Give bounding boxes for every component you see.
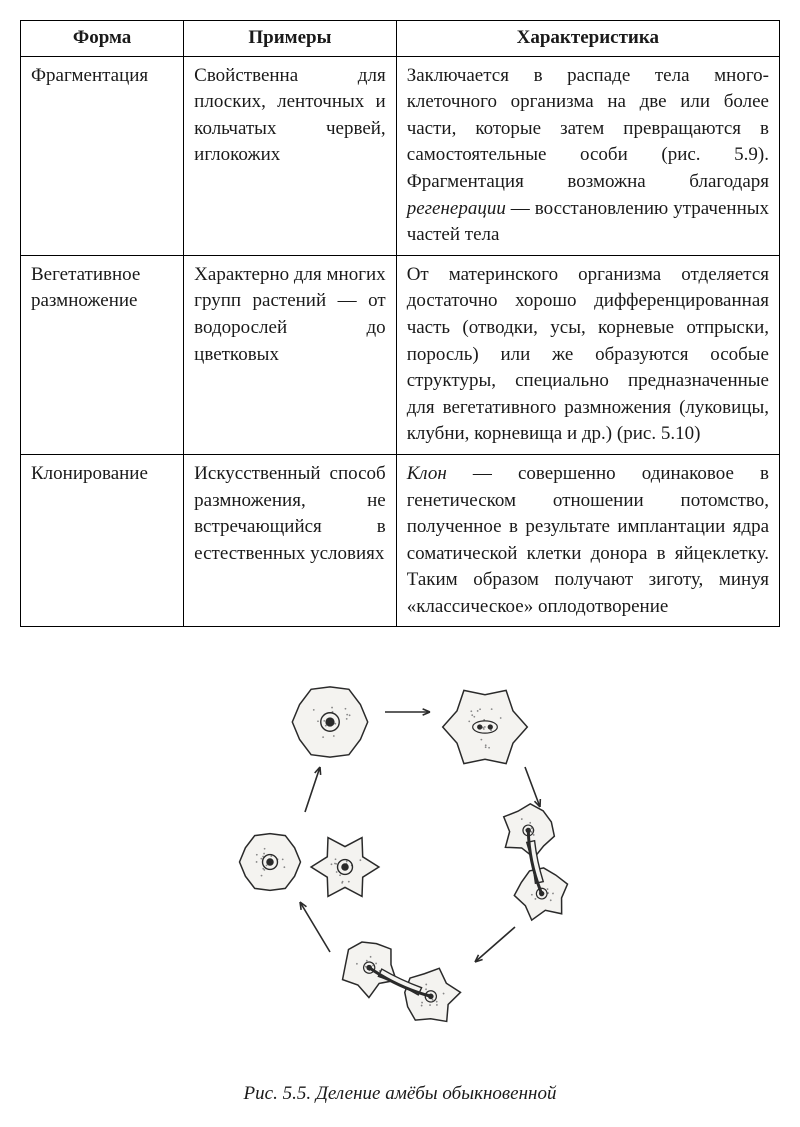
cell-characteristic: Клон — совершенно одинаковое в генетичес…: [396, 454, 779, 627]
table-row: ФрагментацияСвойственна для плоских, лен…: [21, 56, 780, 255]
cell-examples: Свойственна для плоских, ленточных и кол…: [184, 56, 397, 255]
header-examples: Примеры: [184, 21, 397, 57]
figure-caption: Рис. 5.5. Деление амёбы обыкновенной: [20, 1083, 780, 1105]
figure-container: Рис. 5.5. Деление амёбы обыкновенной: [20, 667, 780, 1105]
cell-form: Фрагментация: [21, 56, 184, 255]
cell-examples: Искусственный спо­соб размножения, не вс…: [184, 454, 397, 627]
table-row: Вегетативное размножениеХарактерно для м…: [21, 255, 780, 454]
table-row: КлонированиеИскусственный спо­соб размно…: [21, 454, 780, 627]
cell-characteristic: Заключается в распаде тела много­клеточн…: [396, 56, 779, 255]
cell-form: Клонирование: [21, 454, 184, 627]
cell-characteristic: От материнского организма от­деляется до…: [396, 255, 779, 454]
header-form: Форма: [21, 21, 184, 57]
caption-prefix: Рис. 5.5.: [244, 1083, 312, 1104]
reproduction-forms-table: Форма Примеры Характеристика Фрагментаци…: [20, 20, 780, 627]
cell-examples: Характерно для многих групп ра­стений — …: [184, 255, 397, 454]
amoeba-division-diagram: [185, 667, 615, 1047]
header-characteristic: Характеристика: [396, 21, 779, 57]
caption-text: Деление амёбы обыкновенной: [311, 1083, 556, 1104]
cell-form: Вегетативное размножение: [21, 255, 184, 454]
table-header-row: Форма Примеры Характеристика: [21, 21, 780, 57]
